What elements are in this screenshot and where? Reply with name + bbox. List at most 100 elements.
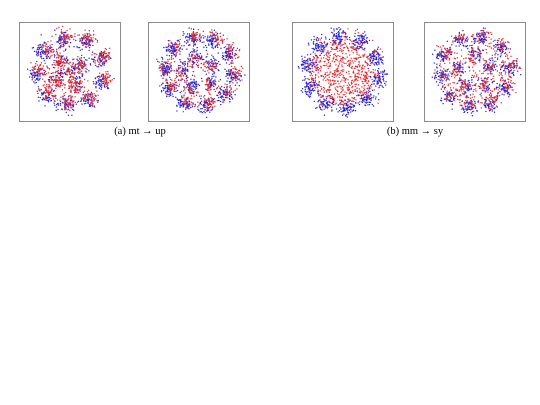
target-point	[180, 79, 182, 82]
source-point	[40, 50, 43, 53]
target-point	[90, 36, 92, 39]
source-point	[382, 71, 384, 74]
source-point	[319, 99, 321, 101]
source-point	[190, 86, 192, 88]
target-point	[60, 59, 62, 62]
target-point	[218, 90, 221, 93]
target-point	[349, 84, 351, 87]
target-point	[41, 72, 43, 74]
source-point	[105, 56, 108, 58]
source-point	[183, 69, 186, 72]
source-point	[232, 62, 234, 64]
target-point	[491, 106, 493, 109]
target-point	[68, 67, 70, 70]
source-point	[362, 94, 364, 96]
target-point	[54, 95, 56, 98]
source-point	[216, 87, 219, 89]
target-point	[69, 79, 71, 82]
target-point	[315, 60, 317, 62]
target-point	[64, 64, 66, 67]
source-point	[316, 42, 318, 45]
source-point	[182, 61, 184, 64]
source-point	[38, 47, 41, 50]
target-point	[469, 70, 471, 72]
source-point	[368, 104, 371, 106]
target-point	[44, 70, 47, 73]
source-point	[356, 47, 358, 50]
source-point	[210, 58, 212, 61]
target-point	[64, 73, 67, 75]
source-point	[186, 39, 188, 41]
target-point	[449, 83, 451, 85]
target-point	[54, 67, 56, 69]
target-point	[509, 81, 512, 83]
source-point	[204, 112, 206, 114]
target-point	[83, 78, 86, 81]
source-point	[51, 88, 53, 90]
target-point	[496, 94, 499, 96]
target-point	[510, 72, 512, 74]
target-point	[169, 83, 172, 85]
target-point	[491, 104, 493, 106]
target-point	[78, 70, 80, 73]
target-point	[57, 61, 59, 63]
target-point	[202, 30, 205, 33]
target-point	[366, 64, 369, 67]
source-point	[346, 116, 349, 118]
target-point	[191, 37, 193, 39]
target-point	[83, 35, 86, 37]
target-point	[444, 62, 446, 65]
target-point	[504, 73, 506, 75]
source-point	[195, 39, 197, 41]
source-point	[222, 101, 225, 103]
target-point	[379, 48, 382, 50]
target-point	[371, 39, 374, 42]
target-point	[474, 88, 477, 90]
target-point	[38, 69, 41, 72]
target-point	[65, 73, 68, 75]
target-point	[314, 77, 316, 80]
source-point	[39, 75, 41, 77]
source-point	[365, 34, 367, 36]
target-point	[472, 93, 474, 95]
source-point	[212, 38, 214, 40]
target-point	[183, 61, 185, 63]
source-point	[166, 54, 168, 56]
source-point	[90, 58, 93, 60]
target-point	[365, 76, 368, 78]
source-point	[50, 87, 52, 89]
source-point	[77, 46, 79, 49]
source-point	[56, 41, 58, 43]
source-point	[29, 70, 31, 72]
source-point	[376, 53, 378, 56]
source-point	[342, 106, 345, 108]
target-point	[510, 76, 512, 79]
target-point	[473, 88, 475, 91]
target-point	[52, 83, 54, 85]
target-point	[77, 56, 79, 58]
target-point	[102, 81, 104, 83]
target-point	[103, 61, 105, 63]
target-point	[93, 93, 95, 95]
target-point	[182, 111, 184, 113]
target-point	[62, 58, 65, 60]
target-point	[55, 80, 57, 82]
target-point	[340, 60, 342, 62]
target-point	[176, 48, 178, 51]
source-point	[506, 89, 508, 91]
target-point	[361, 70, 364, 72]
source-point	[341, 114, 344, 116]
source-point	[466, 111, 469, 114]
source-point	[106, 83, 108, 85]
target-point	[331, 79, 333, 82]
target-point	[177, 43, 179, 46]
target-point	[327, 94, 329, 97]
source-point	[380, 82, 382, 84]
target-point	[355, 58, 357, 61]
source-point	[91, 101, 93, 103]
source-point	[62, 55, 64, 57]
source-point	[212, 47, 215, 49]
target-point	[359, 76, 362, 78]
source-point	[183, 45, 185, 47]
target-point	[238, 74, 240, 76]
